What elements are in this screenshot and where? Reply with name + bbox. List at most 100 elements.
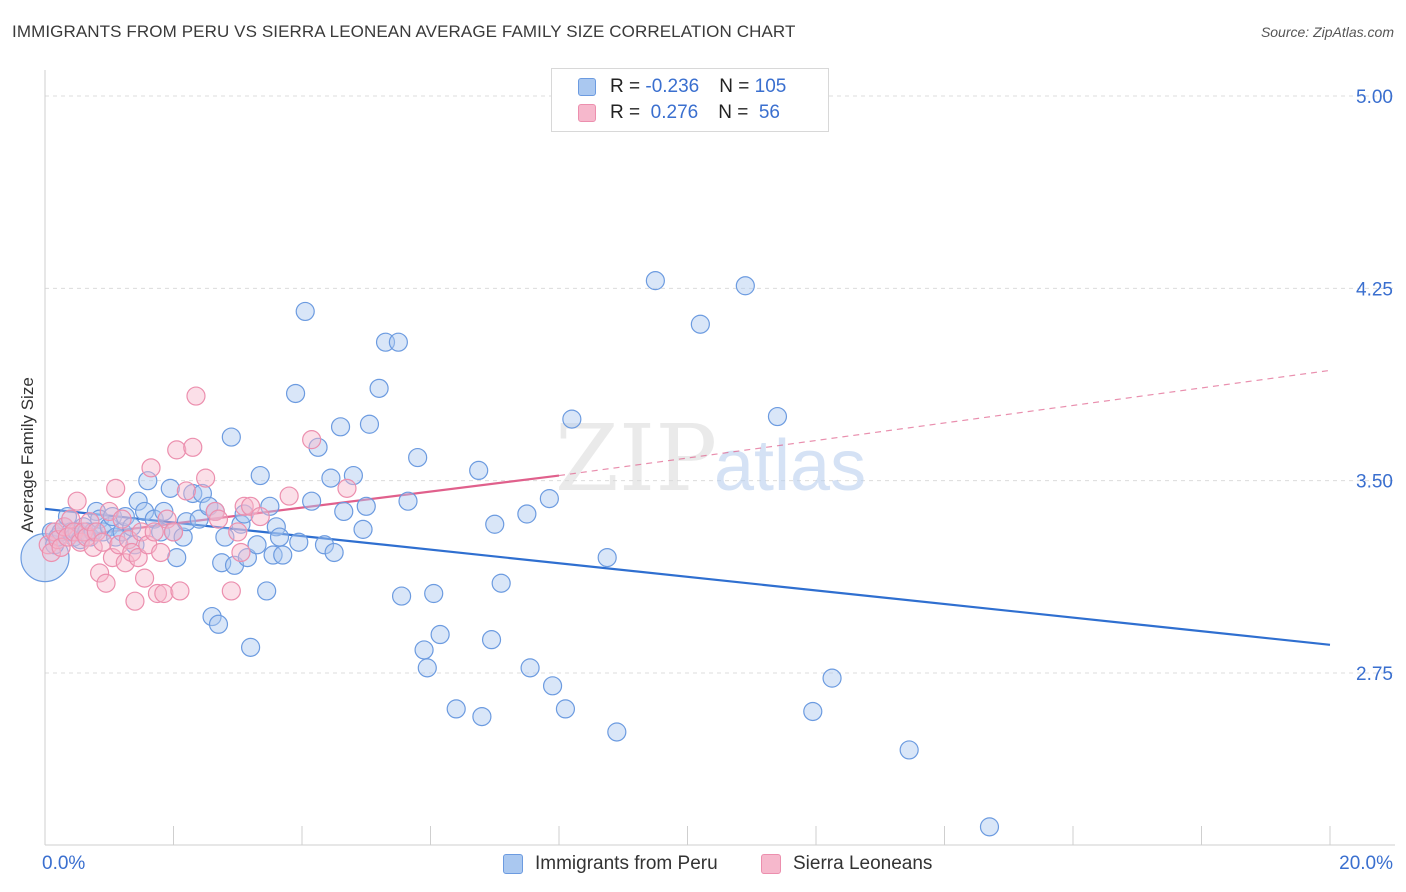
sierra-point: [196, 468, 216, 488]
sierra-point: [186, 386, 206, 406]
sierra-point: [279, 486, 299, 506]
watermark-atlas: atlas: [714, 426, 866, 506]
legend-n-value: 105: [754, 76, 787, 97]
legend-r-label: R =: [610, 102, 646, 123]
peru-point: [221, 427, 241, 447]
y-tick-label: 4.25: [1356, 279, 1393, 300]
peru-point: [356, 496, 376, 516]
sierra-point: [167, 440, 187, 460]
x-tick-label: 0.0%: [42, 853, 85, 874]
sierra-point: [231, 542, 251, 563]
peru-point: [302, 491, 322, 511]
legend-row-peru: R = -0.236 N = 105: [578, 74, 786, 100]
peru-point: [128, 491, 148, 511]
peru-trend-line: [44, 507, 1331, 646]
peru-point: [353, 519, 373, 539]
legend-row-sierra: R = 0.276 N = 56: [578, 100, 780, 126]
sierra-trend-extension: [558, 369, 1331, 477]
peru-point: [417, 658, 437, 678]
peru-point: [607, 722, 627, 742]
peru-point: [485, 514, 505, 534]
chart-title: IMMIGRANTS FROM PERU VS SIERRA LEONEAN A…: [12, 22, 796, 41]
sierra-point: [141, 458, 161, 478]
peru-point: [472, 706, 492, 727]
peru-point: [260, 496, 280, 516]
bottom-legend-peru: Immigrants from Peru: [503, 851, 718, 877]
sierra-point: [115, 553, 135, 573]
sierra-point: [122, 542, 142, 563]
peru-point: [295, 301, 315, 322]
sierra-point: [205, 501, 225, 522]
peru-point: [481, 630, 502, 650]
peru-point: [539, 489, 559, 509]
sierra-point: [144, 522, 164, 542]
peru-point: [398, 491, 418, 511]
sierra-point: [86, 522, 107, 542]
axis-layer: 2.75 3.50 4.25 5.00 0.0% 20.0%: [42, 70, 1395, 874]
peru-point: [285, 383, 306, 404]
sierra-point: [128, 547, 148, 568]
peru-point: [273, 545, 293, 565]
peru-point: [330, 417, 351, 437]
peru-point: [134, 501, 155, 522]
sierra-point: [93, 532, 113, 552]
peru-point: [208, 614, 229, 634]
bottom-legend-label-sierra: Sierra Leoneans: [793, 853, 933, 874]
sierra-point: [241, 496, 261, 516]
peru-point: [160, 478, 180, 498]
peru-point: [542, 676, 563, 696]
peru-point: [173, 527, 193, 547]
bottom-legend-sierra: Sierra Leoneans: [761, 851, 932, 877]
legend-n-value: 56: [753, 102, 780, 123]
sierra-point: [208, 509, 229, 529]
peru-point: [555, 699, 576, 719]
peru-point: [414, 640, 434, 660]
sierra-point: [106, 478, 126, 498]
sierra-point: [96, 573, 116, 593]
peru-point: [241, 637, 261, 657]
legend-swatch-pink: [578, 104, 596, 122]
sierra-point: [228, 522, 248, 542]
peru-point: [247, 535, 267, 555]
sierra-point: [250, 506, 270, 527]
sierra-point: [54, 517, 74, 537]
sierra-point: [221, 581, 241, 601]
bottom-legend-label-peru: Immigrants from Peru: [535, 853, 718, 874]
peru-point: [391, 586, 412, 606]
sierra-point: [302, 430, 322, 450]
peru-point: [202, 606, 222, 627]
peru-point: [215, 527, 235, 547]
sierra-point: [70, 532, 90, 552]
sierra-point: [170, 581, 190, 601]
x-tick-label: 20.0%: [1339, 853, 1393, 874]
peru-point: [263, 545, 283, 565]
peru-point: [899, 740, 919, 760]
peru-point: [167, 547, 187, 568]
peru-point: [803, 701, 823, 722]
sierra-point: [67, 491, 87, 511]
peru-point: [321, 468, 341, 488]
bottom-legend-swatch-pink: [761, 854, 781, 874]
peru-point: [154, 501, 174, 522]
peru-point: [517, 504, 537, 524]
stats-legend: R = -0.236 N = 105 R = 0.276 N = 56: [551, 68, 829, 132]
peru-point: [645, 271, 665, 291]
peru-point: [237, 547, 257, 568]
sierra-point: [147, 583, 168, 604]
sierra-point: [154, 583, 174, 604]
peru-point: [690, 314, 710, 334]
peru-point: [767, 406, 788, 427]
sierra-point: [234, 496, 254, 516]
legend-r-value: 0.276: [645, 102, 699, 123]
chart-source: Source: ZipAtlas.com: [1260, 24, 1394, 40]
peru-point: [289, 532, 309, 552]
legend-r-label: R =: [610, 76, 646, 97]
peru-point: [359, 414, 380, 434]
point-layer: [20, 271, 1000, 837]
peru-point: [388, 332, 408, 352]
peru-point: [234, 504, 254, 524]
peru-point: [257, 581, 277, 601]
peru-point: [735, 276, 755, 296]
sierra-point: [112, 509, 132, 529]
peru-point: [430, 624, 450, 645]
